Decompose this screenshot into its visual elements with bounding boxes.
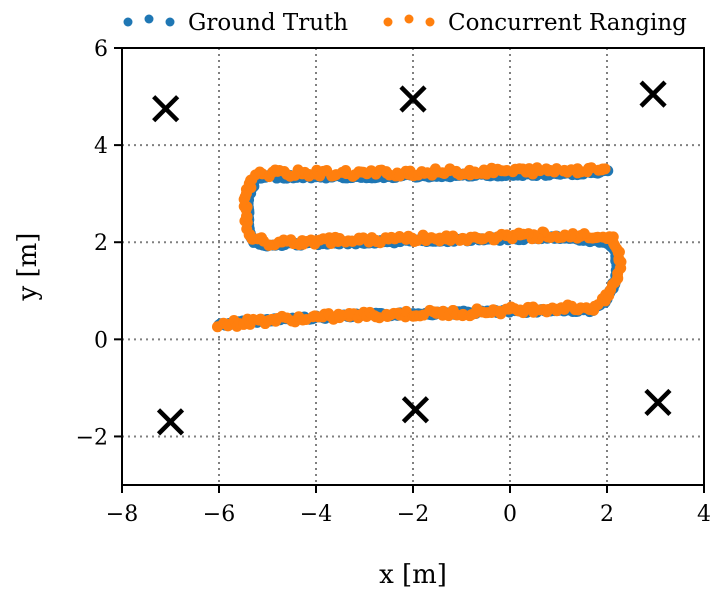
anchor-x-marker	[644, 388, 672, 417]
legend-marker	[425, 17, 435, 27]
legend-entry: Ground Truth	[123, 10, 348, 36]
x-tick-label: 2	[600, 502, 614, 527]
legend-marker	[404, 14, 414, 24]
y-tick-label: −2	[76, 425, 108, 450]
series-concurrent-ranging	[211, 162, 627, 333]
legend-label: Ground Truth	[188, 10, 348, 36]
y-axis-label: y [m]	[13, 233, 43, 302]
anchor-x-marker	[639, 80, 667, 108]
anchor-x-marker	[156, 408, 185, 436]
series-layer	[211, 162, 627, 333]
legend-marker	[165, 17, 175, 27]
x-tick-label: 0	[503, 502, 517, 527]
grid	[122, 48, 704, 485]
legend-marker	[383, 17, 393, 27]
x-tick-label: −4	[300, 502, 332, 527]
legend-marker	[123, 17, 133, 27]
x-tick-label: 4	[697, 502, 711, 527]
y-tick-label: 6	[94, 37, 108, 62]
x-tick-label: −2	[397, 502, 429, 527]
anchor-x-marker	[399, 85, 427, 113]
x-tick-label: −8	[106, 502, 138, 527]
x-axis-label: x [m]	[379, 560, 447, 590]
y-tick-label: 0	[94, 328, 108, 353]
anchor-layer	[152, 80, 672, 436]
legend-entry: Concurrent Ranging	[383, 10, 687, 36]
y-tick-label: 2	[94, 231, 108, 256]
legend-marker	[144, 14, 154, 24]
anchor-x-marker	[152, 95, 180, 123]
concurrent-ranging-point	[599, 163, 611, 175]
ticks: −8 −6 −4 −2 0 2 4 −2 0 2 4 6	[76, 37, 711, 527]
legend-label: Concurrent Ranging	[448, 10, 687, 36]
y-tick-label: 4	[94, 134, 108, 159]
anchor-x-marker	[401, 396, 430, 424]
x-tick-label: −6	[203, 502, 235, 527]
legend: Ground Truth Concurrent Ranging	[123, 10, 687, 36]
